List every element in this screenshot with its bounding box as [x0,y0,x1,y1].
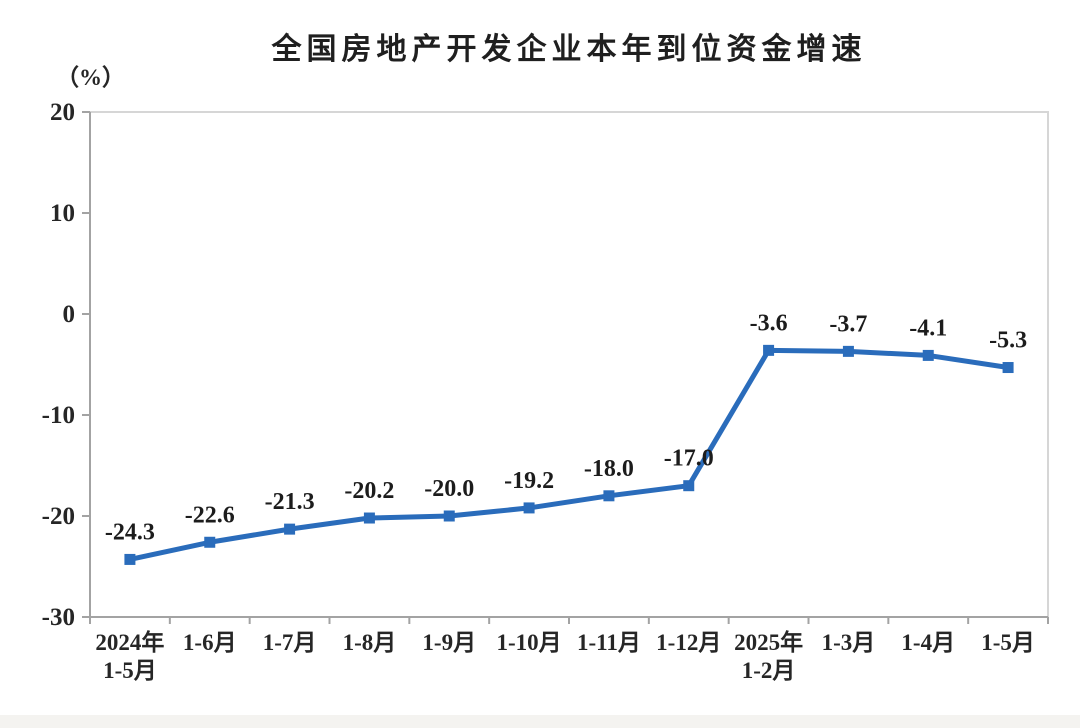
bottom-strip [0,715,1080,728]
data-point-label: -21.3 [265,489,315,515]
plot-border [89,111,1049,618]
x-tick-label: 1-11月 [577,630,641,655]
data-point-marker [443,510,455,522]
x-tick-label: 1-8月 [343,630,397,655]
x-tick-label: 1-9月 [422,630,476,655]
data-point-marker [683,480,695,492]
data-point-marker [124,553,136,565]
data-point-label: -22.6 [185,502,235,528]
data-point-marker [922,349,934,361]
chart-title: 全国房地产开发企业本年到位资金增速 [271,33,867,66]
data-point-label: -4.1 [909,315,947,341]
x-tick-label: 1-4月 [901,630,955,655]
trend-line [127,347,1011,562]
data-point-marker [363,512,375,524]
x-tick-label: 1-6月 [183,630,237,655]
data-point-marker [523,502,535,514]
data-point-marker [204,536,216,548]
data-point-label: -19.2 [504,468,554,494]
y-tick-label: -20 [42,503,75,530]
y-tick-label: -10 [42,402,75,429]
data-point-marker [763,344,775,356]
data-point-marker [284,523,296,535]
data-point-label: -5.3 [989,328,1027,354]
y-tick-label: -30 [42,604,75,631]
x-tick-label: 1-3月 [822,630,876,655]
x-tick-label: 1-12月 [656,630,721,655]
data-point-label: -24.3 [105,519,155,545]
data-point-label: -20.0 [424,476,474,502]
y-axis-unit-label: （%） [56,65,125,90]
y-tick-label: 0 [63,301,76,328]
y-tick-label: 10 [50,200,75,227]
x-tick-label: 1-10月 [496,630,561,655]
data-point-label: -17.0 [664,446,714,472]
data-point-label: -3.7 [829,311,867,337]
x-tick-label: 1-5月 [103,658,157,683]
data-point-label: -20.2 [344,478,394,504]
data-point-label: -18.0 [584,456,634,482]
y-tick-label: 20 [50,99,75,126]
x-tick-label: 1-2月 [742,658,796,683]
data-point-marker [603,490,615,502]
x-tick-label: 1-7月 [263,630,317,655]
data-point-label: -3.6 [750,310,788,336]
x-tick-label: 2024年 [95,629,164,655]
x-tick-label: 1-5月 [981,630,1035,655]
data-point-marker [842,345,854,357]
data-point-marker [1002,362,1014,374]
x-tick-label: 2025年 [734,629,803,655]
